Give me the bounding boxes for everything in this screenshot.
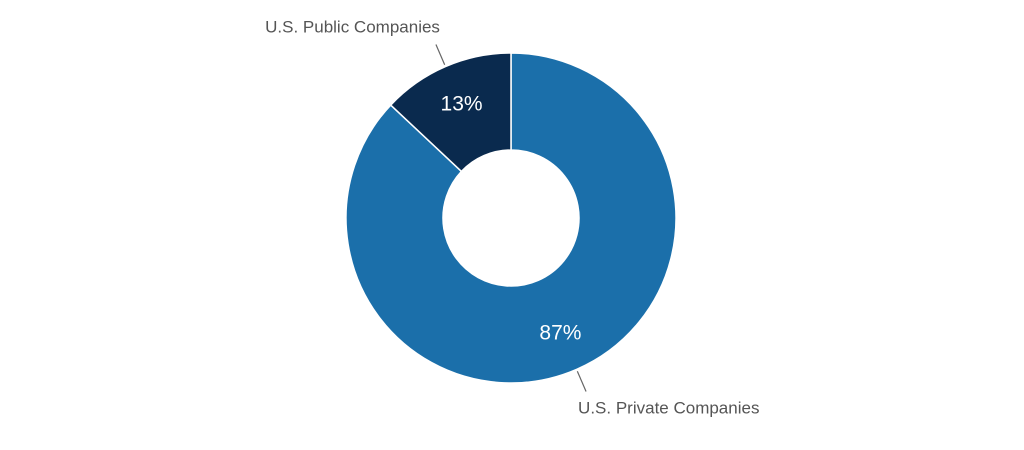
donut-slices — [345, 52, 677, 384]
category-label-public: U.S. Public Companies — [265, 18, 440, 37]
chart-labels: 87% 13% U.S. Private Companies U.S. Publ… — [265, 18, 759, 418]
category-label-private: U.S. Private Companies — [578, 398, 759, 417]
donut-slice-public — [389, 52, 512, 173]
slice-value-label-public: 13% — [441, 93, 483, 116]
leader-line-private — [576, 371, 587, 392]
slice-value-label-private: 87% — [539, 321, 581, 344]
donut-slice-private — [345, 52, 677, 384]
leader-line-public — [435, 44, 446, 65]
leader-lines — [435, 44, 587, 392]
